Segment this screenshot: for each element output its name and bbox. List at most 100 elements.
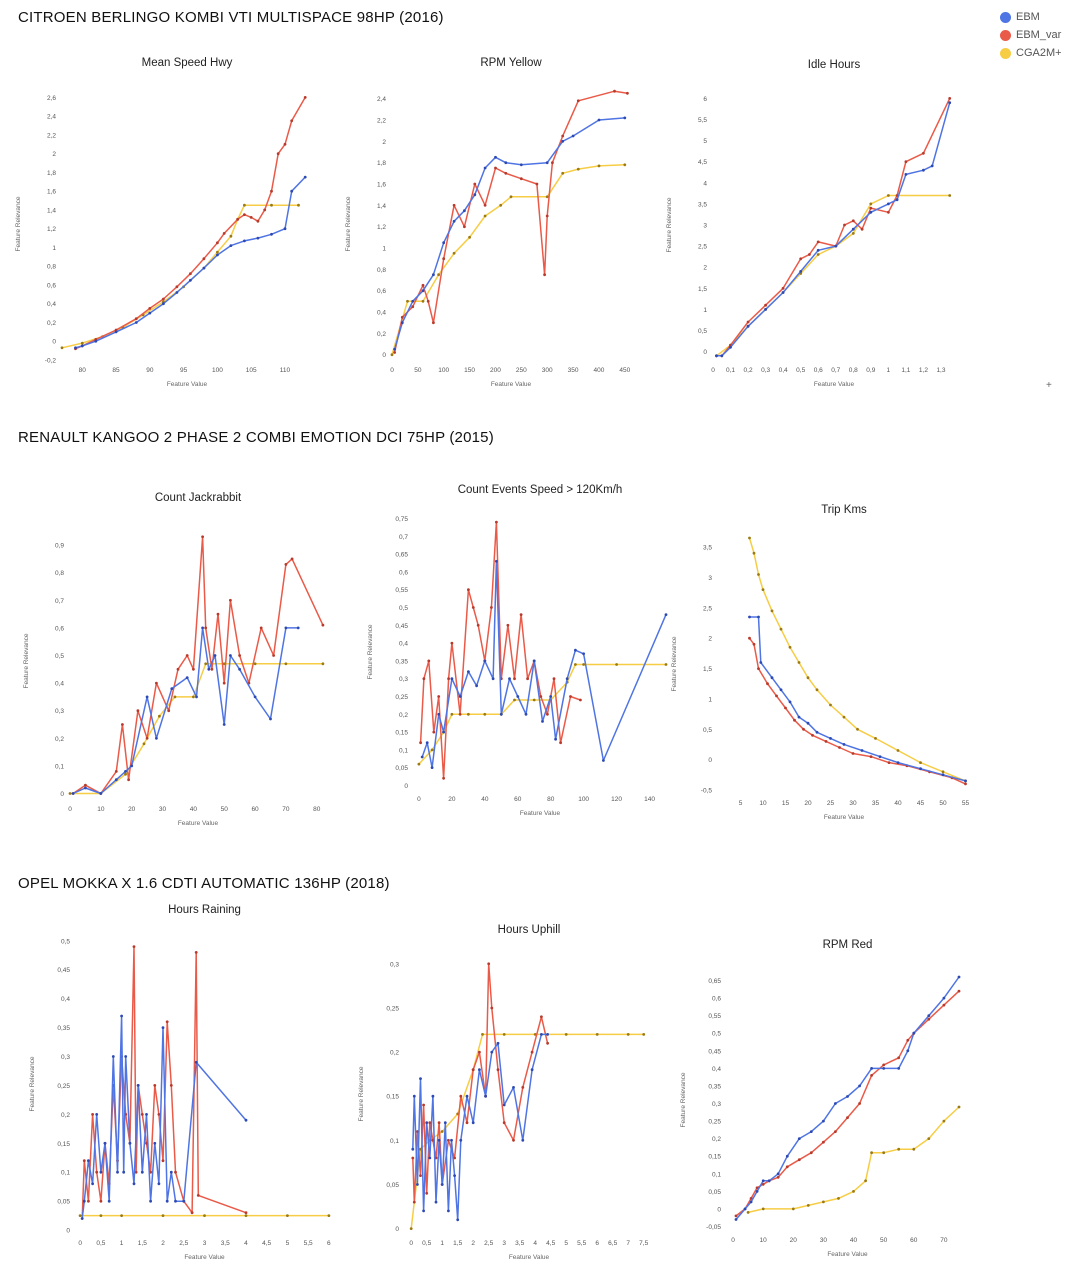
data-point-ebm-var	[948, 97, 952, 100]
series-line-ebm-var	[716, 98, 951, 357]
data-point-cga2m	[582, 663, 585, 666]
series-line-cga2m	[748, 537, 966, 782]
data-point-ebm	[148, 311, 152, 315]
data-point-ebm	[764, 308, 767, 311]
y-tick-label: 0,4	[399, 641, 408, 648]
data-point-ebm	[256, 236, 260, 240]
y-tick-label: 0,1	[712, 1171, 721, 1178]
chart-svg: Idle Hours 0 0,5 1 1,5 2 2,5 3 3,5 4 4,5 5 5,5 6 0 0,1 0…	[666, 59, 952, 388]
legend-item-cga2m[interactable]: CGA2M+	[1000, 44, 1070, 62]
data-point-ebm	[87, 1159, 90, 1163]
x-tick-label: 105	[246, 367, 257, 374]
data-point-cga2m	[757, 573, 760, 576]
data-point-ebm	[453, 1174, 456, 1177]
data-point-cga2m	[440, 1130, 444, 1133]
data-point-ebm-var	[799, 257, 803, 261]
data-point-ebm	[153, 1141, 157, 1145]
x-tick-label: 25	[827, 800, 835, 807]
data-point-ebm	[269, 717, 272, 721]
data-point-ebm-var	[243, 213, 246, 217]
data-point-ebm-var	[236, 217, 240, 221]
x-tick-label: 110	[280, 367, 291, 374]
chart-trip-kms: Trip Kms -0,5 0 0,5 1 1,5 2 2,5 3 3,5 5 10 15 20 25 30 3…	[671, 475, 980, 855]
x-tick-label: 150	[464, 367, 475, 374]
data-point-ebm	[442, 730, 445, 734]
data-point-ebm	[930, 164, 934, 168]
data-point-ebm-var	[450, 641, 454, 645]
legend-item-ebm-var[interactable]: EBM_var	[1000, 26, 1070, 44]
y-tick-label: 0,25	[57, 1083, 70, 1090]
data-point-cga2m	[253, 662, 257, 666]
data-point-ebm	[207, 667, 211, 671]
y-tick-label: 0	[52, 339, 56, 346]
y-tick-label: 0,35	[57, 1025, 70, 1032]
legend-dot-icon	[1000, 29, 1011, 41]
data-point-ebm-var	[95, 1170, 99, 1174]
series-line-ebm-var	[735, 990, 960, 1217]
data-point-ebm	[416, 1183, 419, 1186]
chart-title: Hours Uphill	[498, 924, 561, 936]
data-point-cga2m	[595, 1033, 599, 1036]
series-line-ebm	[393, 117, 625, 350]
y-tick-label: 0,4	[712, 1066, 721, 1073]
legend-item-ebm[interactable]: EBM	[1000, 8, 1070, 26]
data-point-ebm	[948, 101, 952, 105]
data-point-ebm	[546, 1033, 549, 1036]
data-point-cga2m	[574, 663, 577, 666]
data-point-ebm	[84, 786, 87, 790]
data-point-ebm	[582, 652, 585, 656]
chart-idle-hours: Idle Hours 0 0,5 1 1,5 2 2,5 3 3,5 4 4,5 5 5,5 6 0 0,1 0…	[655, 40, 985, 400]
data-point-ebm-var	[904, 160, 908, 164]
data-point-cga2m	[664, 663, 668, 666]
y-tick-label: 0,3	[55, 708, 64, 715]
y-tick-label: 0,7	[55, 598, 64, 605]
data-point-ebm-var	[176, 667, 180, 671]
data-point-cga2m	[80, 341, 84, 345]
data-point-cga2m	[481, 1033, 484, 1036]
data-point-ebm-var	[467, 588, 470, 592]
y-tick-label: 0	[60, 791, 64, 798]
data-point-ebm	[815, 730, 819, 734]
x-tick-label: 250	[516, 367, 527, 374]
group-title-renault: RENAULT KANGOO 2 PHASE 2 COMBI EMOTION D…	[18, 429, 494, 446]
y-tick-label: -0,5	[701, 787, 713, 794]
x-tick-label: 60	[910, 1237, 918, 1244]
data-point-ebm	[124, 1055, 128, 1058]
y-tick-label: 0,35	[395, 658, 408, 665]
data-point-ebm	[95, 1113, 99, 1116]
data-point-ebm	[806, 721, 810, 725]
data-point-cga2m	[499, 203, 503, 207]
data-point-ebm	[516, 695, 520, 698]
data-point-cga2m	[545, 195, 549, 199]
data-point-ebm	[478, 1068, 481, 1072]
data-point-ebm-var	[134, 1170, 138, 1174]
y-tick-label: 0,15	[57, 1141, 70, 1148]
data-point-ebm	[491, 677, 495, 681]
data-point-ebm	[504, 161, 508, 165]
legend-dot-icon	[1000, 47, 1011, 59]
data-point-ebm	[459, 1138, 463, 1142]
data-point-cga2m	[124, 772, 127, 776]
x-axis-label: Feature Value	[814, 381, 855, 388]
data-point-ebm-var	[504, 171, 508, 175]
data-point-ebm	[91, 1182, 94, 1186]
data-point-ebm-var	[82, 1159, 86, 1163]
series-line-cga2m	[70, 663, 323, 795]
data-point-ebm	[799, 270, 803, 273]
data-point-ebm-var	[781, 286, 785, 290]
data-point-ebm	[571, 134, 575, 138]
data-point-ebm-var	[412, 1200, 416, 1204]
chart-svg: Hours Raining 0 0,05 0,1 0,15 0,2 0,25 0,3 0,35 0…	[29, 904, 331, 1261]
data-point-ebm-var	[411, 305, 415, 309]
y-tick-label: 1	[703, 307, 707, 314]
data-point-ebm	[842, 743, 846, 746]
y-tick-label: 1,6	[377, 182, 386, 189]
data-point-ebm-var	[535, 182, 539, 186]
data-point-cga2m	[576, 167, 580, 171]
data-point-ebm	[71, 792, 75, 795]
data-point-ebm	[165, 1199, 169, 1203]
data-point-ebm	[858, 1084, 861, 1088]
y-tick-label: 2	[708, 636, 712, 643]
x-tick-label: 400	[594, 367, 605, 374]
y-tick-label: 1,2	[377, 224, 386, 231]
